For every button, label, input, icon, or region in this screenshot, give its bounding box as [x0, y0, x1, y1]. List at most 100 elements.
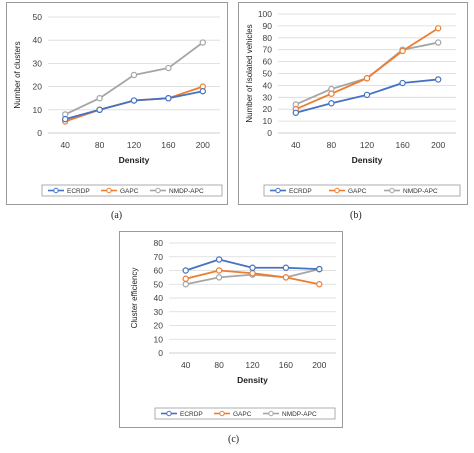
- chart-b-ytick-label: 20: [263, 104, 273, 114]
- chart-a-xtick-label: 40: [60, 140, 70, 150]
- chart-panel-b: 0 10 20 30 40 50 60 70 80 90 100 40 80 120 160 200 Densi…: [238, 2, 468, 205]
- chart-panel-c: 0 10 20 30 40 50 60 70 80 40 80 120 160 200 Density Clu…: [119, 231, 343, 428]
- chart-a-legend-label: GAPC: [120, 188, 139, 195]
- chart-a-data-point: [96, 106, 103, 114]
- chart-c-xtick-label: 80: [214, 360, 224, 370]
- chart-b-ytick-label: 0: [267, 128, 272, 138]
- chart-a-legend-label: ECRDP: [67, 188, 90, 195]
- chart-a-data-point: [130, 71, 138, 79]
- chart-b-legend-label: GAPC: [348, 188, 367, 195]
- chart-b-legend-marker: [334, 187, 340, 194]
- chart-b-ytick-label: 80: [263, 33, 273, 43]
- chart-c-ytick-label: 10: [154, 334, 164, 344]
- chart-b-legend-marker: [275, 187, 281, 194]
- chart-b-data-point: [434, 39, 442, 46]
- chart-a-legend-label: NMDP-APC: [169, 188, 204, 195]
- chart-b-legend-label: NMDP-APC: [403, 188, 438, 195]
- chart-c-data-point: [316, 281, 323, 288]
- chart-a-data-point: [96, 94, 103, 102]
- chart-b-ytick-label: 50: [263, 69, 273, 79]
- chart-c-ytick-label: 20: [154, 321, 164, 331]
- chart-b-ytick-label: 90: [263, 21, 273, 31]
- chart-b-data-point: [328, 90, 335, 97]
- chart-c-data-point: [182, 267, 189, 274]
- chart-b-xtick-label: 160: [396, 140, 410, 150]
- chart-frame-a: [6, 2, 228, 205]
- chart-b-legend-marker: [389, 187, 395, 194]
- chart-a-legend-box: [41, 184, 223, 197]
- chart-b-ytick-label: 100: [258, 9, 272, 19]
- chart-a-data-point: [130, 97, 138, 104]
- chart-c-ytick-label: 70: [154, 252, 164, 262]
- chart-c-data-point: [249, 264, 256, 271]
- chart-c-data-point: [182, 275, 189, 282]
- chart-c-xtick-label: 200: [312, 360, 326, 370]
- chart-a-ytick-label: 40: [33, 35, 43, 45]
- chart-c-data-point: [316, 265, 323, 273]
- chart-frame-b: [238, 2, 468, 205]
- chart-b-xaxis-title: Density: [352, 155, 383, 165]
- chart-c-ytick-label: 60: [154, 266, 164, 276]
- chart-b-data-point: [434, 76, 442, 83]
- chart-a-legend-marker: [155, 187, 161, 194]
- chart-c-data-point: [282, 274, 290, 281]
- chart-c-xtick-label: 160: [279, 360, 293, 370]
- chart-b-ytick-label: 10: [263, 116, 273, 126]
- chart-a-data-point: [165, 64, 172, 72]
- chart-b-xtick-label: 120: [360, 140, 374, 150]
- chart-a-data-point: [199, 39, 206, 46]
- chart-b-data-point: [328, 100, 335, 107]
- chart-a-yaxis-title: Number of clusters: [13, 41, 22, 108]
- chart-c-legend-label: NMDP-APC: [282, 411, 317, 418]
- chart-b-ytick-label: 70: [263, 45, 273, 55]
- chart-b-data-point: [292, 109, 300, 116]
- chart-panel-a: 0 10 20 30 40 50 40 80 120 160 200 Density Number of…: [6, 2, 228, 205]
- chart-a-svg: 0 10 20 30 40 50 40 80 120 160 200 Density Number of…: [13, 12, 223, 197]
- chart-c-data-point: [182, 281, 189, 288]
- chart-a-legend-marker: [53, 187, 59, 194]
- chart-b-ytick-label: 30: [263, 92, 273, 102]
- chart-c-data-point: [282, 264, 290, 271]
- chart-b-data-point: [363, 91, 371, 99]
- chart-frame-c: [119, 231, 343, 428]
- chart-c-legend-marker: [219, 410, 225, 417]
- chart-c-ytick-label: 0: [158, 348, 163, 358]
- chart-a-ytick-label: 10: [33, 105, 43, 115]
- chart-c-xtick-label: 120: [245, 360, 259, 370]
- chart-a-xtick-label: 160: [161, 140, 175, 150]
- chart-c-ytick-label: 40: [154, 293, 164, 303]
- caption-a: (a): [111, 210, 123, 221]
- chart-a-ytick-label: 0: [37, 128, 42, 138]
- chart-b-data-point: [363, 75, 371, 82]
- chart-a-ytick-label: 30: [33, 58, 43, 68]
- chart-c-legend-box: [154, 407, 336, 420]
- chart-a-data-point: [62, 115, 69, 123]
- chart-a-xtick-label: 80: [95, 140, 105, 150]
- chart-c-ytick-label: 30: [154, 307, 164, 317]
- chart-b-data-point: [399, 47, 406, 55]
- chart-c-svg: 0 10 20 30 40 50 60 70 80 40 80 120 160 200 Density Clu…: [130, 238, 336, 420]
- chart-c-data-point: [249, 270, 256, 277]
- chart-c-legend-label: ECRDP: [180, 411, 203, 418]
- chart-b-xtick-label: 80: [327, 140, 337, 150]
- caption-b: (b): [350, 210, 362, 221]
- chart-b-ytick-label: 40: [263, 80, 273, 90]
- chart-c-data-point: [215, 274, 223, 281]
- chart-b-xtick-label: 200: [431, 140, 445, 150]
- chart-a-xtick-label: 120: [127, 140, 141, 150]
- chart-b-ytick-label: 60: [263, 57, 273, 67]
- chart-c-yaxis-title: Cluster efficiency: [130, 268, 139, 329]
- chart-a-xtick-label: 200: [196, 140, 210, 150]
- chart-a-data-point: [165, 94, 172, 102]
- chart-a-data-point: [199, 88, 206, 95]
- chart-a-legend-marker: [106, 187, 112, 194]
- chart-c-data-point: [215, 267, 223, 274]
- chart-c-data-point: [215, 256, 223, 263]
- chart-c-legend-label: GAPC: [233, 411, 252, 418]
- chart-c-legend-marker: [268, 410, 274, 417]
- chart-c-xaxis-title: Density: [237, 375, 268, 385]
- chart-a-ytick-label: 50: [33, 12, 43, 22]
- chart-a-ytick-label: 20: [33, 82, 43, 92]
- chart-b-legend-box: [263, 184, 461, 197]
